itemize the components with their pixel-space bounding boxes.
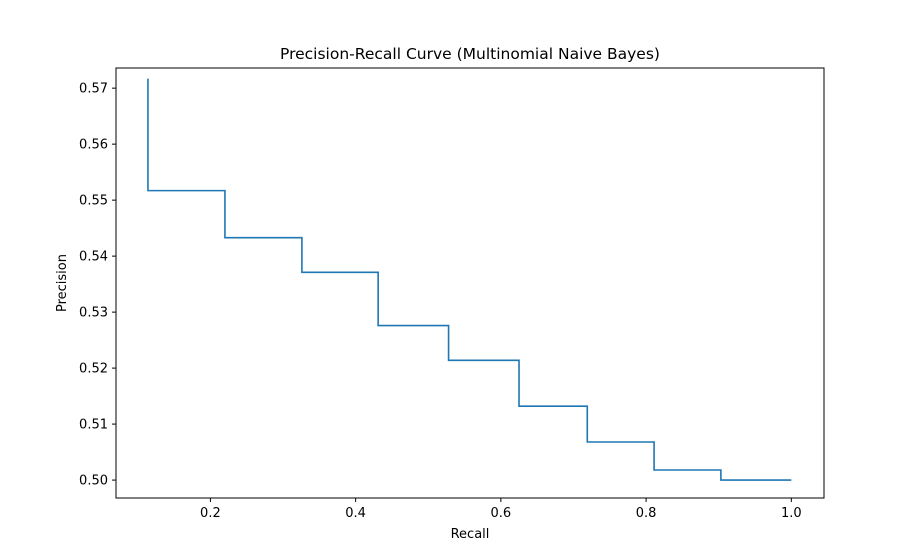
x-axis-ticks: 0.2 0.4 0.6 0.8 1.0 xyxy=(200,498,802,521)
plot-area xyxy=(115,67,825,499)
x-tick-label: 0.8 xyxy=(636,506,657,521)
y-tick-label: 0.55 xyxy=(79,194,108,209)
chart-title: Precision-Recall Curve (Multinomial Naiv… xyxy=(280,45,660,63)
x-tick-label: 1.0 xyxy=(781,506,802,521)
x-tick-label: 0.2 xyxy=(200,506,221,521)
y-tick-label: 0.57 xyxy=(79,82,108,97)
y-tick-label: 0.52 xyxy=(79,362,108,377)
series-layer xyxy=(147,78,792,481)
y-tick-label: 0.50 xyxy=(79,474,108,489)
y-tick-label: 0.56 xyxy=(79,138,108,153)
x-tick-label: 0.4 xyxy=(345,506,366,521)
axes-frame xyxy=(115,67,825,499)
x-tick-label: 0.6 xyxy=(491,506,512,521)
x-axis-label: Recall xyxy=(451,527,490,542)
precision-recall-step-line xyxy=(147,78,792,481)
y-tick-label: 0.54 xyxy=(79,250,108,265)
y-axis-ticks: 0.50 0.51 0.52 0.53 0.54 0.55 0.56 0.57 xyxy=(79,82,116,489)
y-axis-label: Precision xyxy=(55,254,70,312)
y-tick-label: 0.51 xyxy=(79,418,108,433)
y-tick-label: 0.53 xyxy=(79,306,108,321)
